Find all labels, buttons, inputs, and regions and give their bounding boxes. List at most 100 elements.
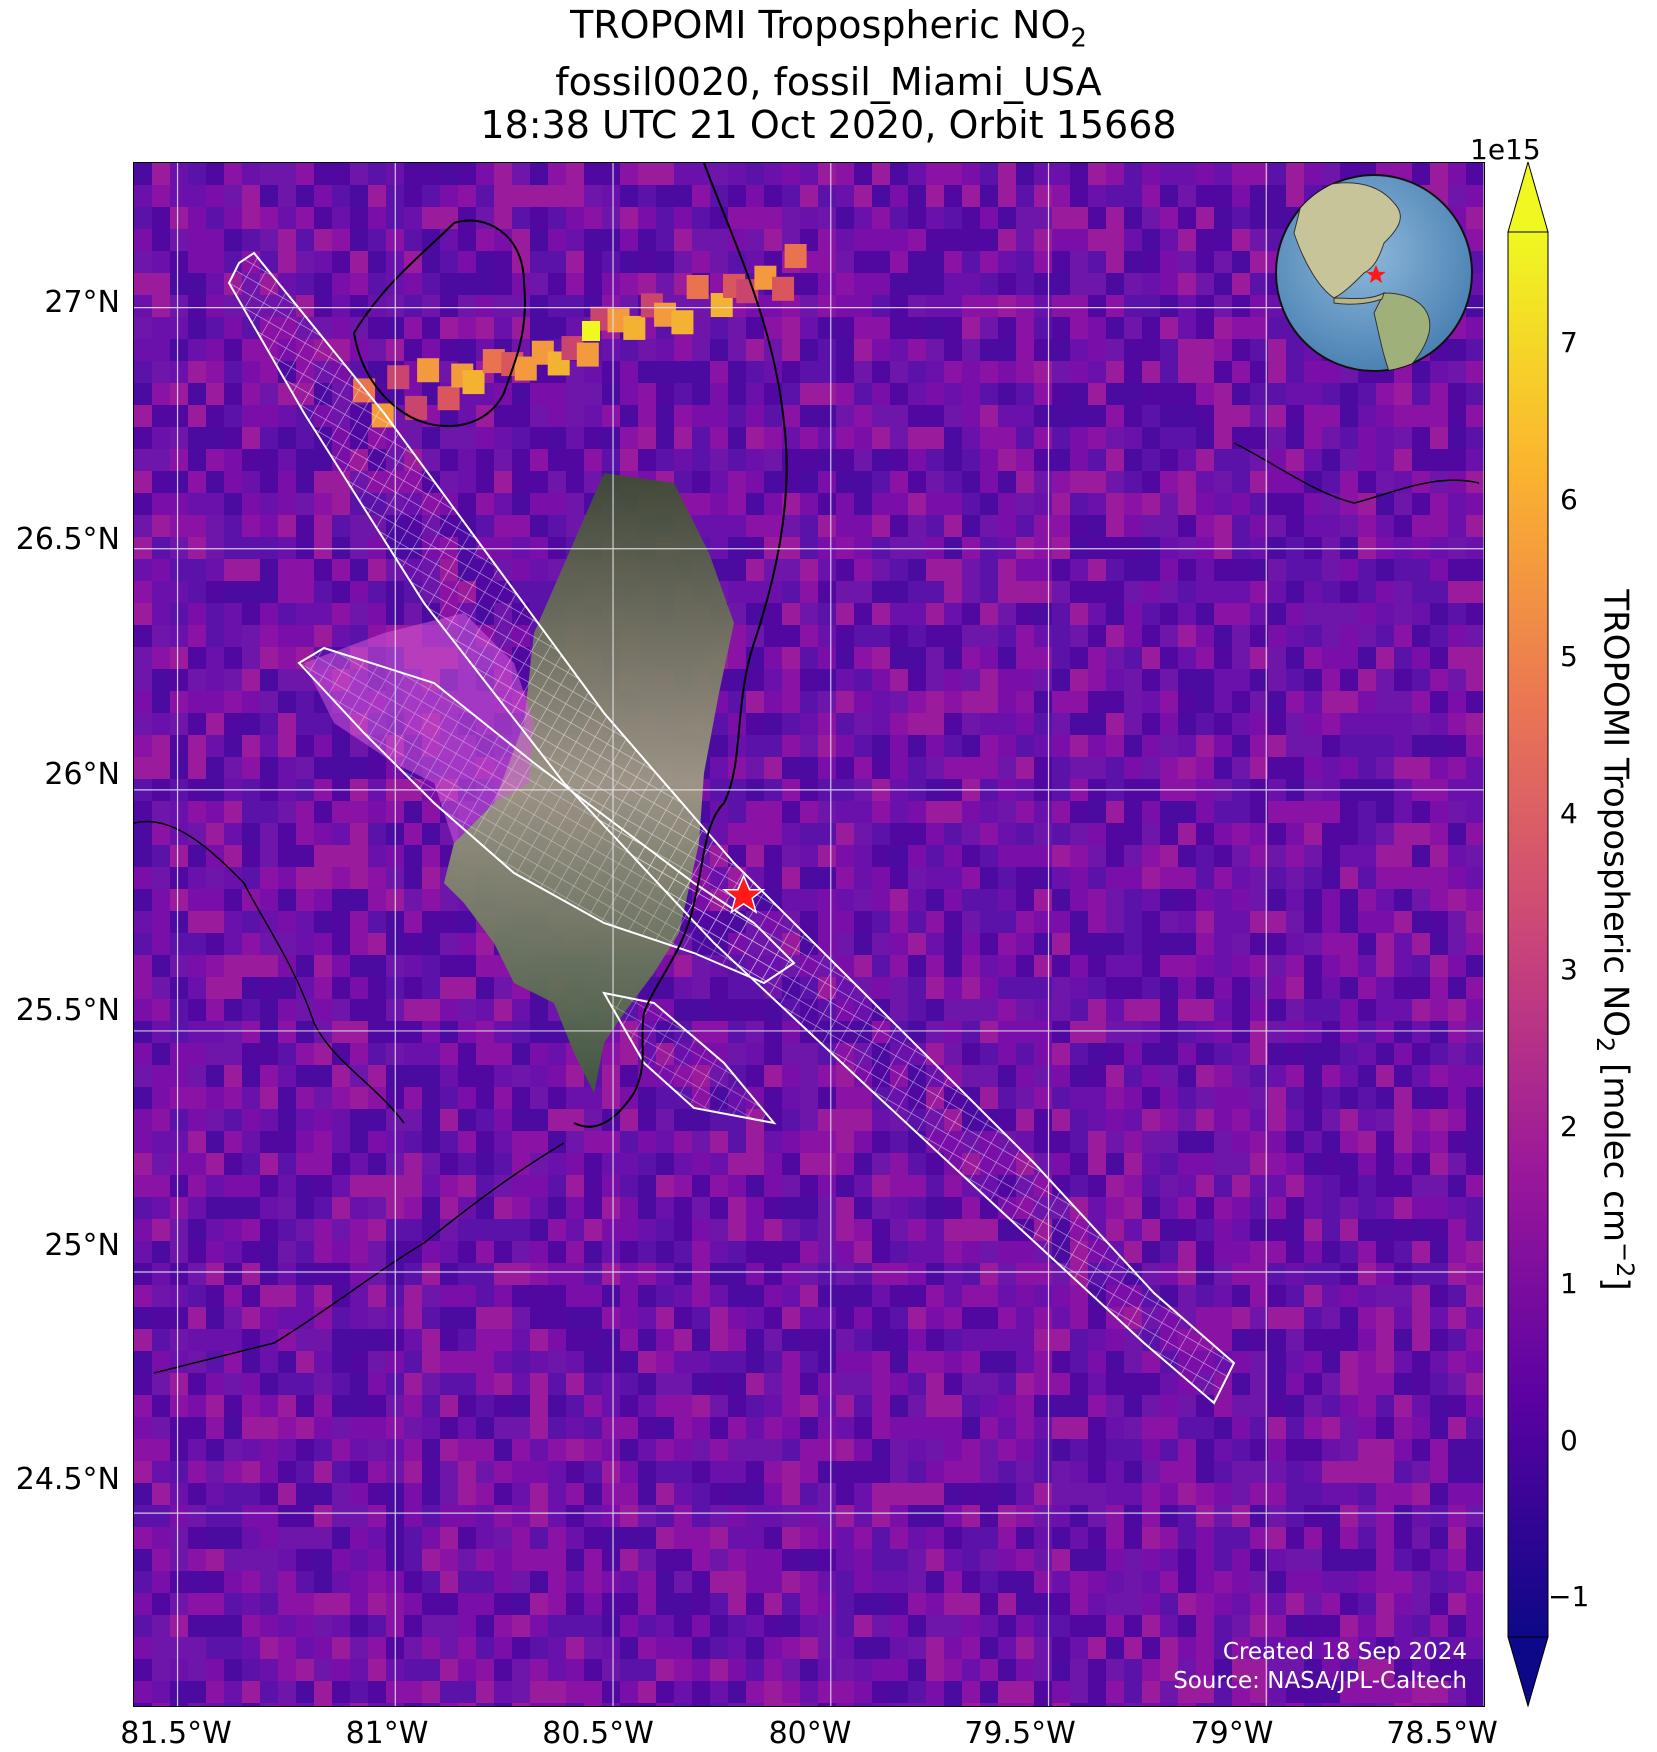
no2-pixel [242, 1439, 261, 1462]
no2-pixel [242, 1307, 261, 1330]
no2-pixel [152, 823, 171, 846]
no2-pixel [296, 185, 315, 208]
no2-pixel [1088, 757, 1107, 780]
no2-pixel [206, 1153, 225, 1176]
no2-pixel [854, 471, 873, 494]
no2-pixel [1466, 801, 1484, 824]
no2-pixel [1232, 185, 1251, 208]
no2-pixel [1124, 1197, 1143, 1220]
no2-pixel [926, 933, 945, 956]
no2-pixel [998, 1021, 1017, 1044]
no2-pixel [224, 383, 243, 406]
no2-pixel [530, 295, 549, 318]
no2-pixel [512, 1593, 531, 1616]
no2-pixel [1250, 1021, 1269, 1044]
no2-pixel [944, 185, 963, 208]
no2-pixel [638, 1417, 657, 1440]
no2-pixel [1214, 1549, 1233, 1572]
no2-pixel [1448, 339, 1467, 362]
no2-pixel [1250, 273, 1269, 296]
no2-pixel [782, 735, 801, 758]
no2-pixel [980, 1241, 999, 1264]
no2-pixel [1430, 493, 1449, 516]
no2-pixel [890, 185, 909, 208]
no2-pixel [656, 427, 675, 450]
no2-pixel [1430, 1417, 1449, 1440]
map-panel[interactable] [133, 162, 1485, 1707]
no2-pixel [998, 955, 1017, 978]
no2-pixel [548, 229, 567, 252]
no2-pixel [926, 1461, 945, 1484]
no2-pixel [1376, 955, 1395, 978]
no2-pixel [728, 1021, 747, 1044]
no2-pixel [1448, 845, 1467, 868]
no2-pixel [404, 977, 423, 1000]
no2-pixel [1088, 911, 1107, 934]
no2-pixel [782, 1153, 801, 1176]
no2-pixel [584, 1593, 603, 1616]
no2-pixel [314, 845, 333, 868]
no2-pixel [314, 1439, 333, 1462]
no2-pixel [170, 1483, 189, 1506]
no2-pixel [854, 735, 873, 758]
no2-pixel [1232, 1351, 1251, 1374]
no2-pixel [998, 471, 1017, 494]
no2-pixel [1304, 1395, 1323, 1418]
no2-pixel [1088, 691, 1107, 714]
no2-pixel [1286, 1329, 1305, 1352]
no2-pixel [890, 207, 909, 230]
no2-pixel [674, 999, 693, 1022]
no2-pixel [1052, 955, 1071, 978]
no2-pixel [674, 1153, 693, 1176]
no2-pixel [980, 1307, 999, 1330]
no2-pixel [134, 273, 153, 296]
no2-pixel [404, 1285, 423, 1308]
no2-pixel [368, 955, 387, 978]
no2-pixel [764, 1109, 783, 1132]
no2-pixel [1214, 1527, 1233, 1550]
no2-pixel [1052, 1439, 1071, 1462]
no2-pixel [710, 757, 729, 780]
no2-pixel [350, 207, 369, 230]
no2-pixel [1412, 515, 1431, 538]
no2-pixel [152, 1065, 171, 1088]
no2-pixel [710, 1439, 729, 1462]
no2-pixel [1016, 251, 1035, 274]
no2-pixel [1232, 1395, 1251, 1418]
no2-pixel [1178, 1461, 1197, 1484]
no2-pixel [314, 1329, 333, 1352]
no2-pixel [1448, 185, 1467, 208]
no2-pixel [674, 471, 693, 494]
no2-pixel [1178, 867, 1197, 890]
no2-pixel [656, 207, 675, 230]
no2-pixel [1412, 625, 1431, 648]
no2-pixel [296, 911, 315, 934]
no2-pixel [1034, 449, 1053, 472]
no2-pixel [872, 955, 891, 978]
no2-pixel [1232, 339, 1251, 362]
no2-pixel [134, 823, 153, 846]
no2-pixel [1358, 911, 1377, 934]
no2-pixel [998, 1307, 1017, 1330]
no2-pixel [1340, 1351, 1359, 1374]
no2-pixel [926, 823, 945, 846]
no2-pixel [1340, 1087, 1359, 1110]
no2-pixel [188, 1065, 207, 1088]
no2-pixel [1016, 1395, 1035, 1418]
no2-pixel [980, 603, 999, 626]
no2-pixel [782, 1527, 801, 1550]
no2-pixel [818, 1131, 837, 1154]
no2-pixel [458, 1109, 477, 1132]
no2-pixel [422, 1527, 441, 1550]
no2-pixel [1250, 185, 1269, 208]
no2-pixel [1340, 1219, 1359, 1242]
no2-pixel [1250, 1263, 1269, 1286]
no2-pixel [872, 493, 891, 516]
no2-pixel [1160, 647, 1179, 670]
no2-pixel [206, 955, 225, 978]
no2-pixel [872, 1593, 891, 1616]
no2-pixel [620, 1065, 639, 1088]
map-canvas[interactable] [134, 163, 1484, 1706]
no2-pixel [1286, 1241, 1305, 1264]
no2-pixel [242, 977, 261, 1000]
